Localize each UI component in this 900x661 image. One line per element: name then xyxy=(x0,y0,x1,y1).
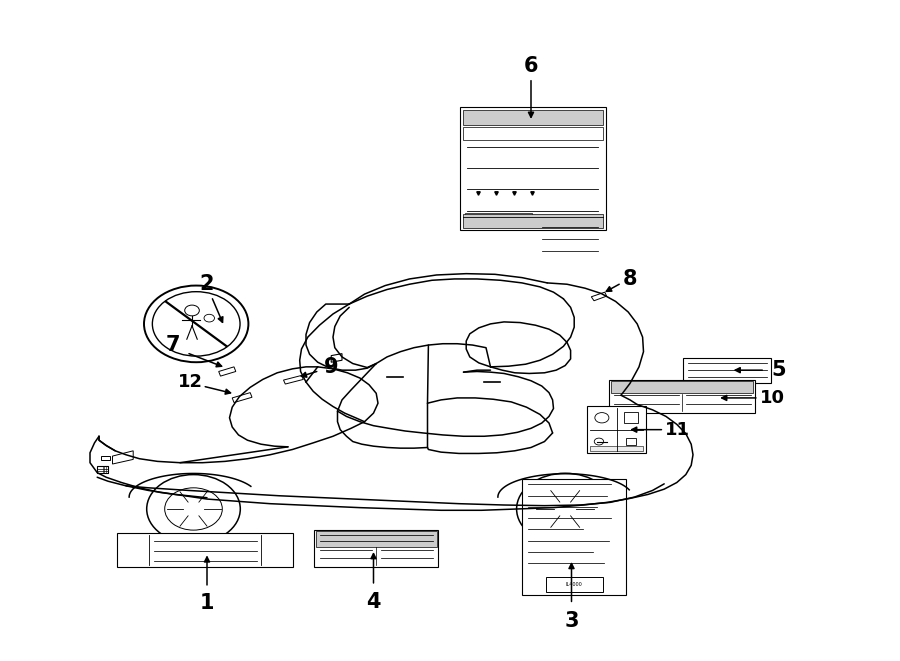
Circle shape xyxy=(147,475,240,543)
Bar xyxy=(611,381,753,393)
Bar xyxy=(463,110,603,124)
Bar xyxy=(316,531,436,547)
Bar xyxy=(463,127,603,140)
Bar xyxy=(314,530,438,566)
Bar xyxy=(463,214,603,227)
Bar xyxy=(683,358,771,383)
Polygon shape xyxy=(591,292,607,301)
Polygon shape xyxy=(101,456,110,460)
Bar xyxy=(609,380,755,413)
Polygon shape xyxy=(232,393,252,403)
Text: 11: 11 xyxy=(665,420,690,439)
Text: IL4000: IL4000 xyxy=(566,582,582,587)
Polygon shape xyxy=(331,354,342,362)
Polygon shape xyxy=(112,451,133,464)
Text: 6: 6 xyxy=(524,56,538,76)
Polygon shape xyxy=(97,466,108,473)
Bar xyxy=(545,578,603,592)
Text: 1: 1 xyxy=(200,593,214,613)
Bar xyxy=(117,533,293,567)
Bar xyxy=(522,479,626,595)
Polygon shape xyxy=(284,375,303,384)
Text: 3: 3 xyxy=(564,611,579,631)
Text: 5: 5 xyxy=(771,360,786,380)
Text: 12: 12 xyxy=(178,373,203,391)
Bar xyxy=(465,213,532,217)
Circle shape xyxy=(517,473,614,545)
Circle shape xyxy=(144,286,248,362)
Text: 8: 8 xyxy=(623,269,637,289)
Bar xyxy=(624,412,638,424)
Text: 10: 10 xyxy=(760,389,785,407)
Text: 9: 9 xyxy=(324,357,338,377)
Polygon shape xyxy=(219,367,236,376)
Bar xyxy=(460,108,606,230)
Text: 7: 7 xyxy=(166,335,180,355)
Text: 2: 2 xyxy=(200,274,214,294)
Bar xyxy=(626,438,635,446)
Bar xyxy=(590,446,643,451)
Bar xyxy=(588,406,646,453)
Text: 4: 4 xyxy=(366,592,381,611)
